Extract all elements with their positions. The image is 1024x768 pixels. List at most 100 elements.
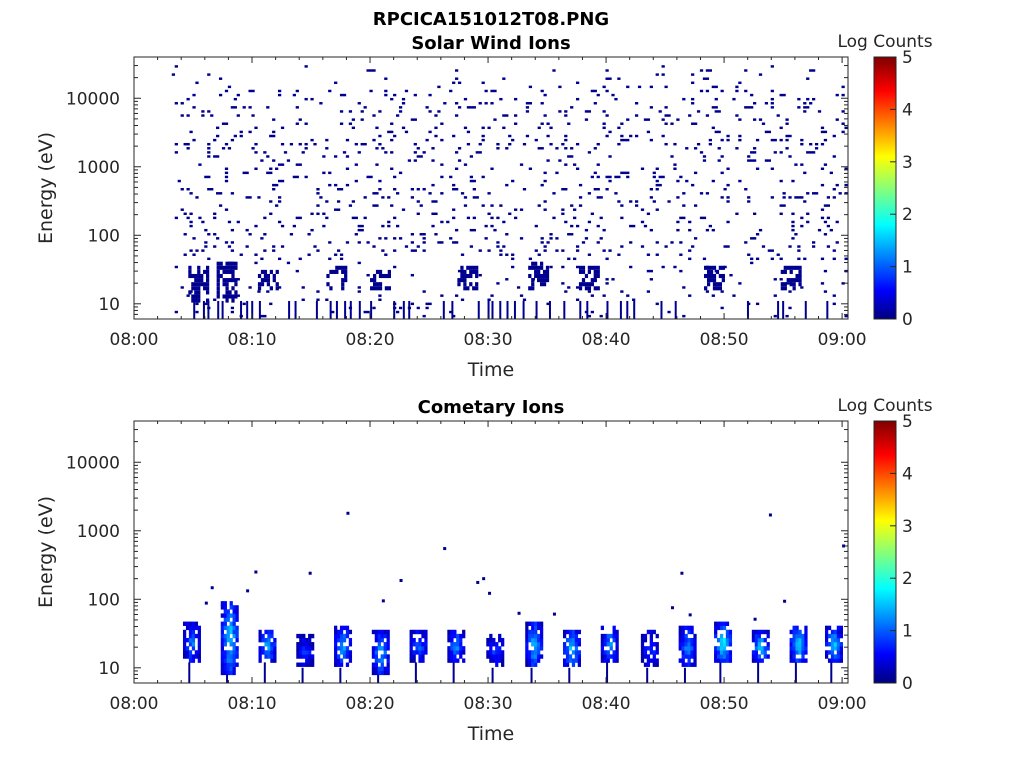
count-cell: [245, 228, 249, 232]
count-cell: [800, 216, 804, 220]
count-cell: [345, 155, 350, 158]
count-cell: [455, 69, 459, 72]
count-cell: [308, 662, 312, 667]
count-cell: [298, 257, 302, 261]
count-cell: [844, 257, 848, 261]
count-cell: [658, 110, 662, 113]
count-cell: [197, 269, 201, 274]
count-cell: [593, 102, 597, 105]
count-cell: [185, 637, 190, 643]
count-cell: [721, 265, 725, 270]
count-cell: [693, 171, 698, 175]
count-cell: [570, 233, 574, 236]
count-cell: [298, 118, 302, 121]
count-cell: [643, 654, 648, 659]
count-cell: [502, 220, 506, 224]
count-cell: [797, 245, 801, 248]
count-cell: [302, 633, 306, 639]
count-cell: [617, 142, 621, 146]
count-cell: [466, 216, 471, 220]
count-cell: [194, 654, 199, 659]
count-cell: [351, 126, 355, 130]
count-cell: [611, 93, 615, 97]
count-cell: [573, 257, 577, 261]
count-cell: [534, 646, 538, 651]
count-cell: [782, 93, 786, 97]
count-cell: [670, 241, 674, 244]
count-cell: [709, 265, 714, 270]
count-cell: [634, 134, 639, 138]
count-cell: [223, 609, 227, 614]
count-cell: [351, 216, 355, 220]
count-cell: [269, 302, 273, 306]
figure-title: RPCICA151012T08.PNG: [373, 9, 609, 30]
count-cell: [234, 261, 238, 266]
count-cell: [233, 97, 237, 101]
count-cell: [174, 102, 178, 105]
count-cell: [757, 658, 761, 663]
count-cell: [531, 650, 535, 655]
count-cell: [223, 625, 227, 631]
count-cell: [747, 196, 751, 199]
count-cell: [186, 188, 190, 191]
colorbar-tick-label: 3: [902, 517, 913, 537]
count-cell: [728, 658, 733, 663]
count-cell: [220, 605, 224, 610]
count-cell: [568, 654, 573, 659]
count-cell: [717, 621, 721, 626]
count-cell: [830, 646, 835, 651]
count-cell: [711, 179, 715, 183]
count-cell: [301, 286, 305, 289]
count-cell: [611, 278, 615, 281]
count-cell: [773, 278, 777, 281]
count-cell: [836, 642, 841, 647]
count-cell: [844, 126, 848, 130]
count-cell: [472, 188, 476, 191]
count-cell: [207, 155, 211, 158]
count-cell: [673, 167, 677, 170]
count-cell: [336, 658, 341, 663]
count-cell: [687, 662, 691, 667]
count-cell: [307, 233, 311, 236]
count-cell: [363, 142, 367, 146]
count-cell: [839, 658, 843, 663]
count-cell: [728, 637, 733, 643]
count-cell: [257, 290, 261, 293]
count-cell: [596, 196, 600, 199]
count-cell: [539, 654, 544, 659]
count-cell: [537, 642, 541, 647]
count-cell: [696, 142, 701, 146]
count-cell: [714, 654, 718, 659]
count-cell: [270, 658, 274, 663]
count-cell: [220, 637, 224, 643]
count-cell: [587, 282, 592, 287]
count-cell: [590, 282, 594, 287]
count-cell: [543, 245, 547, 248]
count-cell: [452, 208, 456, 211]
count-cell: [207, 175, 211, 179]
count-cell: [643, 637, 648, 643]
count-cell: [603, 637, 607, 643]
count-cell: [304, 142, 308, 146]
count-cell: [726, 134, 730, 138]
count-cell: [646, 667, 649, 683]
count-cell: [235, 609, 239, 614]
count-cell: [453, 629, 457, 635]
count-cell: [258, 300, 261, 319]
count-cell: [393, 237, 397, 240]
count-cell: [232, 621, 236, 626]
count-cell: [369, 89, 373, 93]
count-cell: [804, 629, 808, 635]
count-cell: [466, 106, 471, 109]
count-cell: [341, 282, 345, 287]
count-cell: [380, 654, 384, 659]
count-cell: [561, 249, 565, 252]
count-cell: [649, 633, 653, 639]
count-cell: [305, 662, 309, 667]
count-cell: [505, 114, 509, 117]
count-cell: [637, 85, 642, 89]
count-cell: [542, 269, 547, 274]
count-cell: [830, 654, 835, 659]
solar-wind-axes-box: [133, 56, 849, 320]
count-cell: [366, 273, 370, 277]
